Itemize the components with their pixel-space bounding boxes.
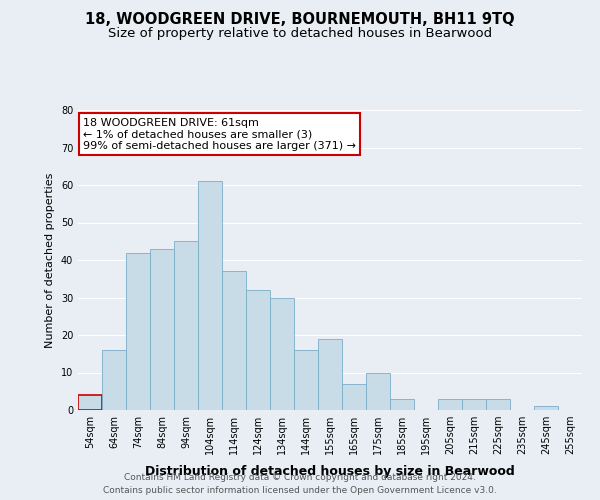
Bar xyxy=(462,399,486,410)
Bar xyxy=(438,399,462,410)
Bar xyxy=(150,248,174,410)
Bar xyxy=(198,181,222,410)
Bar xyxy=(342,384,366,410)
Text: Contains HM Land Registry data © Crown copyright and database right 2024.
Contai: Contains HM Land Registry data © Crown c… xyxy=(103,474,497,495)
Bar xyxy=(270,298,294,410)
Bar xyxy=(366,372,390,410)
Y-axis label: Number of detached properties: Number of detached properties xyxy=(45,172,55,348)
Bar xyxy=(222,271,246,410)
Bar xyxy=(486,399,510,410)
Text: 18 WOODGREEN DRIVE: 61sqm
← 1% of detached houses are smaller (3)
99% of semi-de: 18 WOODGREEN DRIVE: 61sqm ← 1% of detach… xyxy=(83,118,356,150)
Bar xyxy=(294,350,318,410)
Text: 18, WOODGREEN DRIVE, BOURNEMOUTH, BH11 9TQ: 18, WOODGREEN DRIVE, BOURNEMOUTH, BH11 9… xyxy=(85,12,515,28)
Bar xyxy=(174,242,198,410)
X-axis label: Distribution of detached houses by size in Bearwood: Distribution of detached houses by size … xyxy=(145,466,515,478)
Bar xyxy=(390,399,414,410)
Bar xyxy=(126,252,150,410)
Bar xyxy=(102,350,126,410)
Text: Size of property relative to detached houses in Bearwood: Size of property relative to detached ho… xyxy=(108,28,492,40)
Bar xyxy=(318,339,342,410)
Bar xyxy=(534,406,558,410)
Bar xyxy=(246,290,270,410)
Bar xyxy=(78,395,102,410)
